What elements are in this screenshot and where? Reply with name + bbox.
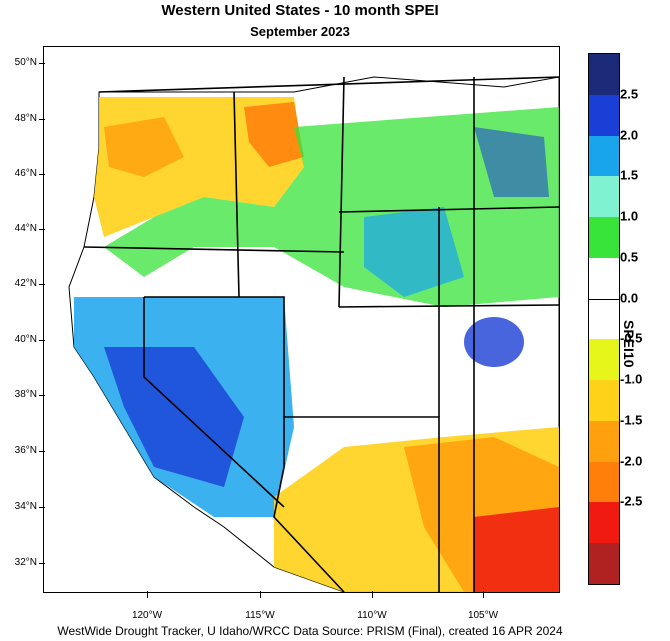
lat-label: 38°N — [14, 389, 37, 400]
lat-tick — [39, 63, 45, 64]
map-subtitle: September 2023 — [250, 24, 350, 39]
lat-tick — [39, 174, 45, 175]
colorbar-segment — [589, 94, 619, 137]
lat-label: 32°N — [14, 557, 37, 568]
lon-tick — [372, 591, 373, 598]
data-credit: WestWide Drought Tracker, U Idaho/WRCC D… — [57, 624, 563, 638]
spei-map — [44, 47, 559, 592]
lat-tick — [39, 395, 45, 396]
lon-tick — [483, 591, 484, 598]
region-colorado-wet-spot — [464, 317, 524, 367]
lat-tick — [39, 119, 45, 120]
lat-tick — [39, 563, 45, 564]
colorbar-tick-label: 0.0 — [620, 290, 639, 306]
colorbar-zero-line — [589, 298, 619, 300]
colorbar-tick-label: 2.5 — [620, 86, 639, 102]
colorbar-segment — [589, 176, 619, 218]
colorbar-segment — [589, 543, 619, 585]
colorbar-segment — [589, 502, 619, 544]
region-sierra-very-wet — [104, 347, 244, 487]
colorbar-segment — [589, 420, 619, 463]
lat-label: 46°N — [14, 168, 37, 179]
lat-tick — [39, 507, 45, 508]
lat-label: 50°N — [14, 57, 37, 68]
region-northwest-orange — [104, 117, 184, 177]
colorbar-tick-label: -1.0 — [620, 371, 643, 387]
lon-tick — [147, 591, 148, 598]
colorbar-tick-label: 2.0 — [620, 127, 639, 143]
state-boundaries — [83, 76, 559, 592]
lat-label: 42°N — [14, 278, 37, 289]
colorbar-segment — [589, 217, 619, 259]
colorbar-segment — [589, 257, 619, 300]
colorbar-tick-label: -2.5 — [620, 493, 643, 509]
colorbar-tick-label: -2.0 — [620, 453, 643, 469]
colorbar-segment — [589, 380, 619, 422]
lat-tick — [39, 340, 45, 341]
lat-label: 34°N — [14, 501, 37, 512]
map-area — [43, 46, 560, 593]
lat-label: 44°N — [14, 223, 37, 234]
colorbar-segment — [589, 339, 619, 381]
colorbar-tick-label: -0.5 — [620, 330, 643, 346]
colorbar-segment — [589, 135, 619, 177]
lat-tick — [39, 284, 45, 285]
lon-label: 115°W — [245, 610, 275, 621]
lat-tick — [39, 229, 45, 230]
colorbar — [588, 53, 620, 585]
map-title: Western United States - 10 month SPEI — [161, 2, 439, 19]
lat-label: 48°N — [14, 113, 37, 124]
lon-label: 110°W — [357, 610, 387, 621]
colorbar-segment — [589, 54, 619, 96]
lon-label: 105°W — [467, 610, 499, 621]
colorbar-label: SPEI10 — [621, 320, 637, 368]
colorbar-tick-label: 0.5 — [620, 249, 639, 265]
region-north-idaho-orange — [244, 102, 304, 167]
region-montana-wet — [474, 127, 549, 197]
lat-label: 40°N — [14, 334, 37, 345]
colorbar-tick-label: -1.5 — [620, 412, 643, 428]
colorbar-tick-label: 1.0 — [620, 208, 639, 224]
lon-label: 120°W — [131, 610, 163, 621]
region-texas-red — [474, 507, 559, 592]
lat-tick — [39, 451, 45, 452]
colorbar-tick-label: 1.5 — [620, 167, 639, 183]
lon-tick — [260, 591, 261, 598]
lat-label: 36°N — [14, 445, 37, 456]
colorbar-segment — [589, 461, 619, 503]
colorbar-segment — [589, 298, 619, 340]
